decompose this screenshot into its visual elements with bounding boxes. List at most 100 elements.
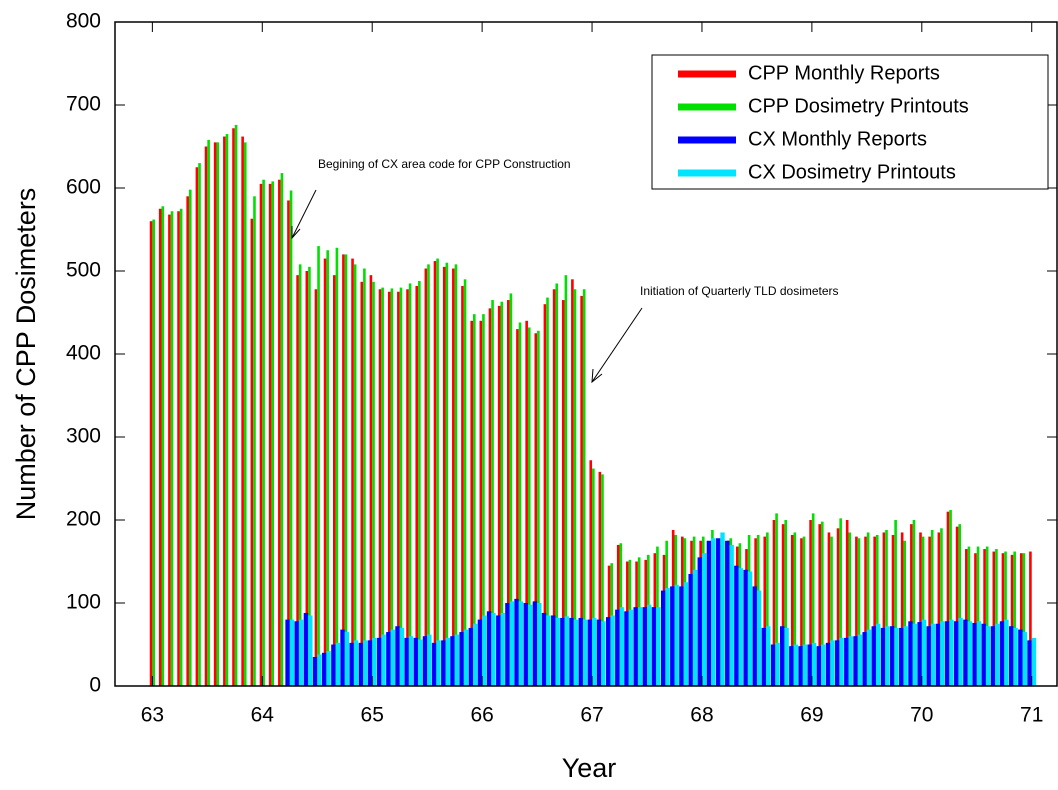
bar xyxy=(811,642,817,686)
bar xyxy=(679,586,684,686)
bar xyxy=(844,637,849,686)
bar xyxy=(323,258,327,686)
bar xyxy=(873,536,876,686)
x-tick-label: 63 xyxy=(141,704,164,727)
bar xyxy=(335,642,341,686)
plot-frame xyxy=(114,21,1058,687)
bar xyxy=(1022,632,1027,686)
y-tick-label: 0 xyxy=(89,674,101,697)
bar xyxy=(775,513,778,686)
bar xyxy=(527,604,533,686)
bar xyxy=(333,275,336,686)
bar xyxy=(816,646,822,686)
bar xyxy=(399,287,403,686)
bar xyxy=(534,333,538,686)
bar xyxy=(399,627,405,686)
bar xyxy=(314,289,318,686)
bar xyxy=(683,582,689,686)
bar xyxy=(372,637,377,686)
bar xyxy=(894,520,897,686)
bar xyxy=(729,544,734,686)
bar xyxy=(919,532,922,686)
bar xyxy=(784,627,789,686)
bar xyxy=(845,520,849,686)
bar xyxy=(967,621,973,686)
x-tick-label: 65 xyxy=(361,704,384,727)
bar xyxy=(866,532,870,686)
x-tick-label: 69 xyxy=(800,704,823,727)
y-tick-label: 500 xyxy=(66,259,101,282)
bar xyxy=(431,642,437,686)
arrow-head xyxy=(291,226,301,240)
bar xyxy=(161,206,165,686)
bar xyxy=(344,254,348,686)
bar xyxy=(830,640,835,686)
bar xyxy=(198,163,201,687)
bar xyxy=(287,200,290,686)
bar xyxy=(864,536,867,686)
bar xyxy=(488,308,492,686)
bar xyxy=(809,520,812,686)
bar xyxy=(766,626,771,686)
bar xyxy=(500,301,504,686)
bar xyxy=(592,468,595,686)
bar xyxy=(473,314,476,686)
bar xyxy=(225,134,229,687)
bar xyxy=(571,279,574,686)
bar xyxy=(1004,619,1009,686)
bar xyxy=(885,529,888,686)
bar xyxy=(427,264,430,686)
bar xyxy=(213,142,217,687)
bar xyxy=(397,291,400,686)
y-tick-label: 200 xyxy=(66,508,101,531)
bar xyxy=(452,268,455,686)
bar xyxy=(793,532,797,686)
bars xyxy=(149,124,1037,687)
bar xyxy=(289,190,293,687)
bar xyxy=(963,619,968,686)
bar xyxy=(573,619,579,686)
bar xyxy=(523,603,528,686)
bar xyxy=(340,629,345,686)
bar xyxy=(186,196,189,687)
bar xyxy=(317,654,322,686)
bar xyxy=(541,612,547,686)
bar xyxy=(188,189,192,686)
bar xyxy=(152,219,155,687)
bar xyxy=(367,640,373,686)
bar xyxy=(1019,553,1023,686)
bar xyxy=(552,289,556,686)
bar xyxy=(509,293,513,686)
bar xyxy=(692,569,698,686)
bar xyxy=(647,604,652,686)
x-tick-label: 70 xyxy=(910,704,933,727)
bar xyxy=(756,590,762,686)
bar xyxy=(862,632,867,686)
bar xyxy=(308,266,311,686)
y-tick-label: 100 xyxy=(66,591,101,614)
bar xyxy=(514,598,519,686)
bar xyxy=(317,246,320,686)
annotation-arrow xyxy=(291,189,317,239)
bar xyxy=(821,521,824,686)
bar xyxy=(561,300,565,686)
bar xyxy=(285,619,290,686)
bar xyxy=(930,623,936,686)
bar xyxy=(509,601,515,686)
legend: CPP Monthly Reports CPP Dosimetry Printou… xyxy=(651,54,1049,190)
bar xyxy=(660,590,666,686)
bar xyxy=(259,183,263,686)
bar xyxy=(491,612,496,686)
bar xyxy=(477,619,483,686)
bar xyxy=(656,607,661,686)
bar xyxy=(326,250,329,686)
bar xyxy=(527,327,531,686)
bar xyxy=(743,569,748,686)
bar xyxy=(418,280,421,686)
bar xyxy=(912,623,918,686)
bar xyxy=(573,289,577,686)
bar xyxy=(830,536,833,686)
bar xyxy=(628,609,634,686)
bar xyxy=(445,637,450,686)
